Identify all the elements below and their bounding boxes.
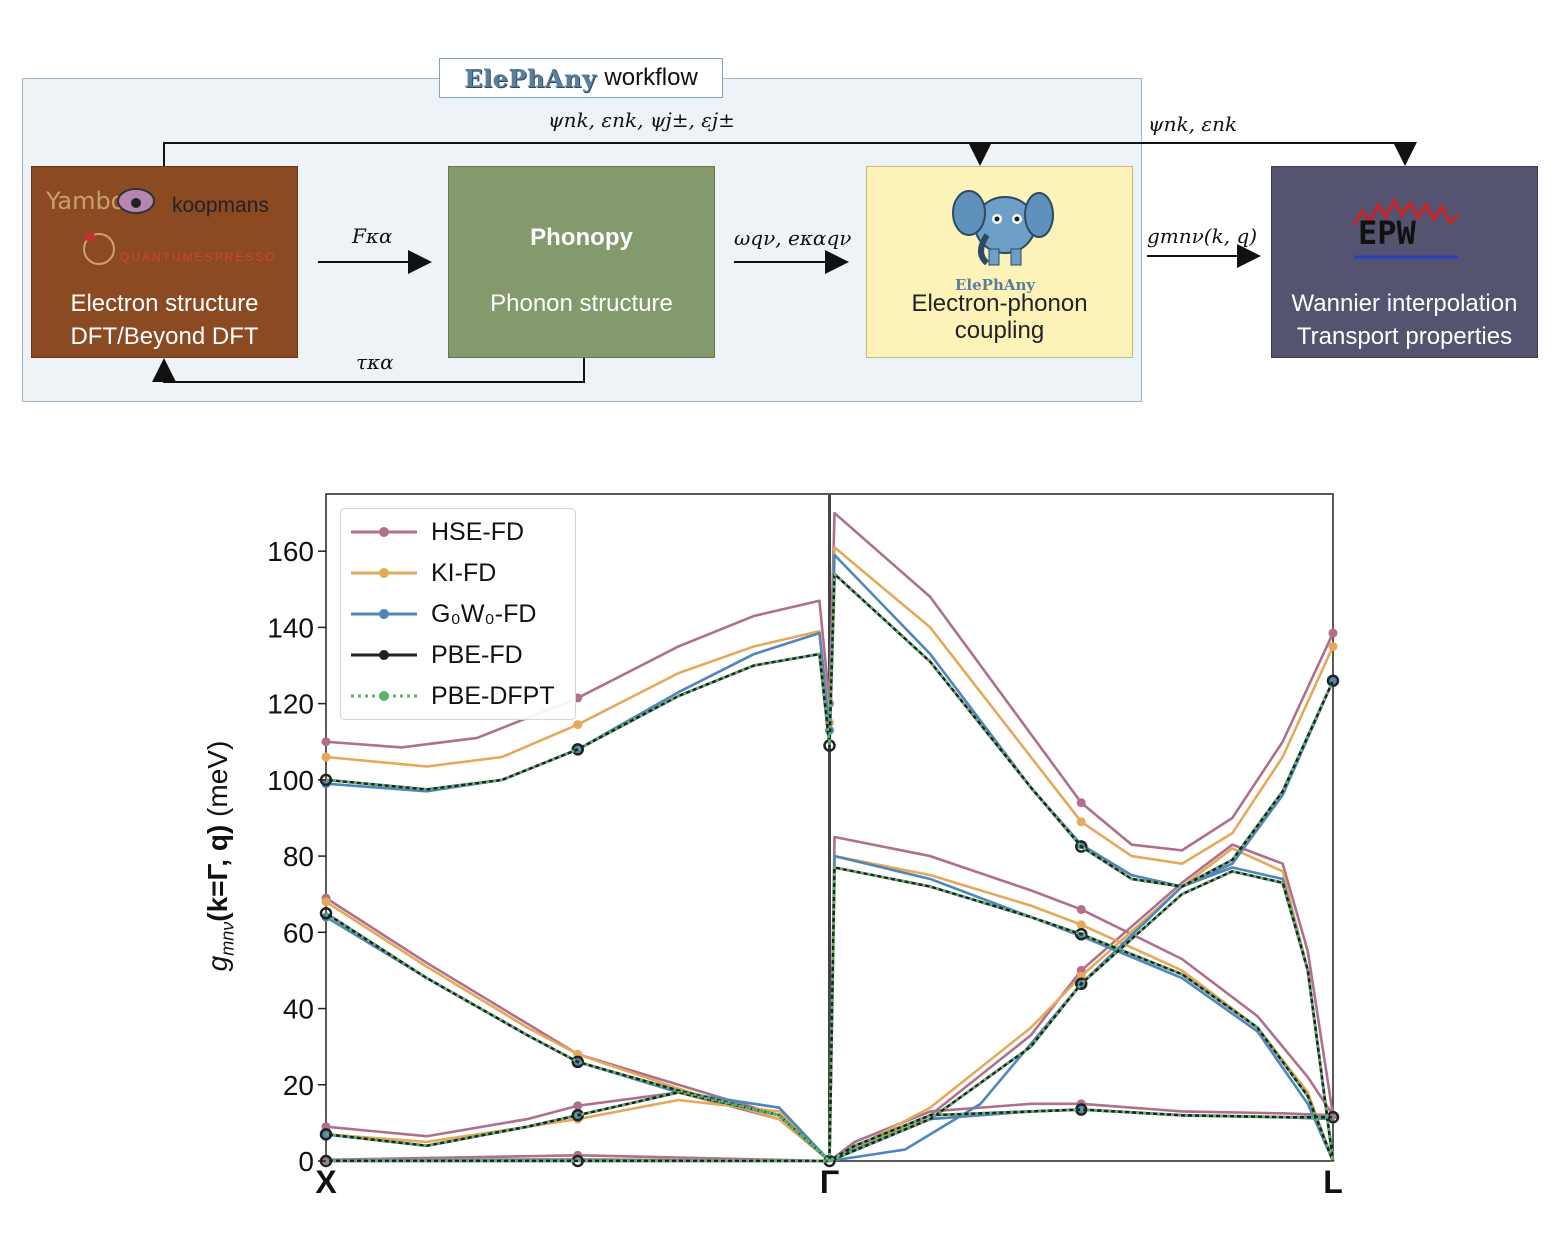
series-0-marker-0	[321, 737, 331, 747]
y-axis-unit: (meV)	[202, 740, 233, 817]
y-tick-label-0: 0	[298, 1146, 314, 1177]
legend-label-hse: HSE-FD	[431, 518, 525, 546]
phonopy-header: Phonopy	[530, 224, 633, 251]
legend-item-pbe-fd: PBE-FD	[349, 640, 573, 670]
series-0-marker-13	[1328, 628, 1338, 638]
series-3-marker-10	[1075, 840, 1088, 853]
elephany-logo: ElePhAny	[955, 276, 1036, 294]
workflow-title-text: workflow	[604, 64, 698, 91]
box-phonon-structure: Phonopy Phonon structure	[448, 166, 715, 358]
label-coupling: gmnν(k, q)	[1147, 224, 1258, 248]
legend-item-g0w0: G₀W₀-FD	[349, 599, 573, 629]
legend-item-hse: HSE-FD	[349, 517, 573, 547]
quantum-espresso-logo: QUANTUMESPRESSO	[120, 250, 277, 264]
displacement-arrow	[152, 358, 585, 383]
series-0-marker-9	[1076, 798, 1086, 808]
box-wannier: EPW Wannier interpolation Transport prop…	[1271, 166, 1538, 358]
elph-line-2: coupling	[954, 317, 1045, 344]
elephant-mascot-icon	[952, 190, 1054, 266]
legend-swatch-g0w0	[351, 609, 417, 619]
legend-item-pbe-dfpt: PBE-DFPT	[349, 681, 573, 711]
y-tick-label-6: 120	[267, 689, 314, 720]
epw-logo-icon	[1352, 197, 1460, 259]
koopmans-logo: koopmans	[172, 194, 269, 217]
series-1-marker-8	[1076, 920, 1086, 930]
elph-line-1: Electron-phonon	[911, 290, 1088, 317]
label-force: Fκα	[352, 224, 393, 248]
series-4-branch-1	[325, 866, 1335, 1163]
label-top-left: ψnk, εnk, ψj±, εj±	[548, 108, 735, 132]
legend-label-ki: KI-FD	[431, 559, 497, 587]
y-tick-label-2: 40	[283, 994, 314, 1025]
series-1-marker-2	[321, 897, 331, 907]
series-3-marker-3	[571, 1055, 584, 1069]
dft-line-1: Electron structure	[70, 290, 259, 317]
y-axis-symbol: g	[202, 955, 233, 972]
series-3-branch-3	[326, 870, 1335, 1163]
legend-swatch-pbe-dfpt	[351, 691, 417, 701]
y-tick-label-3: 60	[283, 917, 314, 948]
x-tick-label-1: Γ	[820, 1164, 839, 1200]
series-4-branch-0	[325, 572, 1335, 889]
workflow-arrows	[152, 142, 1417, 383]
y-axis-label: gmnν(k=Γ, q) (meV)	[202, 696, 242, 1016]
series-4-branch-2	[325, 1090, 1333, 1163]
series-3-marker-12	[1075, 977, 1088, 991]
legend-label-g0w0: G₀W₀-FD	[431, 600, 537, 628]
x-tick-label-2: L	[1323, 1164, 1343, 1200]
y-tick-label-7: 140	[267, 612, 314, 643]
series-1-marker-11	[1328, 641, 1338, 651]
series-0-branch-2	[325, 1091, 1334, 1163]
series-1-marker-0	[321, 752, 331, 762]
legend-label-pbe-fd: PBE-FD	[431, 641, 523, 669]
series-1-marker-7	[1076, 817, 1086, 827]
series-layer	[319, 494, 1340, 1168]
elephany-title-logo: ElePhAny	[464, 63, 597, 93]
epw-line-2: Transport properties	[1296, 323, 1513, 350]
series-1-marker-1	[573, 720, 583, 730]
chart-legend: HSE-FD KI-FD G₀W₀-FD PBE-FD PBE-DFPT	[340, 508, 576, 720]
label-top-right: ψnk, εnk	[1148, 112, 1238, 136]
y-tick-label-1: 20	[283, 1070, 314, 1101]
y-tick-label-4: 80	[283, 841, 314, 872]
box-electron-phonon: ElePhAny Electron-phonon coupling	[866, 166, 1133, 358]
box-electron-structure: Yambo koopmans QUANTUMESPRESSO Electron …	[31, 166, 298, 358]
legend-label-pbe-dfpt: PBE-DFPT	[431, 682, 555, 710]
y-tick-label-5: 100	[267, 765, 314, 796]
legend-swatch-hse	[351, 527, 417, 537]
series-0-marker-5	[573, 1101, 583, 1111]
series-3-marker-1	[571, 743, 584, 756]
label-displacement: τκα	[356, 350, 394, 374]
series-3-marker-13	[1075, 1103, 1088, 1116]
y-axis-args: (k=Γ, q)	[202, 824, 233, 922]
series-3-marker-4	[319, 1128, 333, 1141]
quantum-espresso-icon	[83, 232, 115, 265]
phonon-line-1: Phonon structure	[490, 290, 673, 317]
legend-swatch-pbe-fd	[351, 650, 417, 660]
epw-logo: EPW	[1358, 214, 1416, 252]
epw-line-1: Wannier interpolation	[1291, 290, 1518, 317]
series-0-marker-10	[1076, 904, 1086, 914]
yambo-logo: Yambo	[46, 187, 126, 215]
y-axis-subscript: mnν	[217, 921, 238, 956]
series-1-branch-0	[325, 546, 1335, 866]
legend-item-ki: KI-FD	[349, 558, 573, 588]
dft-line-2: DFT/Beyond DFT	[70, 323, 259, 350]
legend-swatch-ki	[351, 568, 417, 578]
x-tick-label-0: X	[315, 1164, 337, 1200]
series-3-marker-14	[1326, 674, 1340, 688]
series-3-marker-2	[319, 907, 333, 920]
axis-layer: 0 20 40 60 80 100 120 140 160 X Γ L	[267, 536, 1342, 1200]
label-freq: ωqν, eκαqν	[734, 226, 852, 250]
workflow-title: ElePhAny workflow	[439, 58, 723, 98]
yambo-mascot-icon	[117, 188, 155, 214]
series-3-marker-11	[1075, 927, 1088, 941]
series-0-branch-1	[325, 835, 1335, 1163]
y-tick-label-8: 160	[267, 536, 314, 567]
top-arrow-line	[163, 142, 1405, 166]
